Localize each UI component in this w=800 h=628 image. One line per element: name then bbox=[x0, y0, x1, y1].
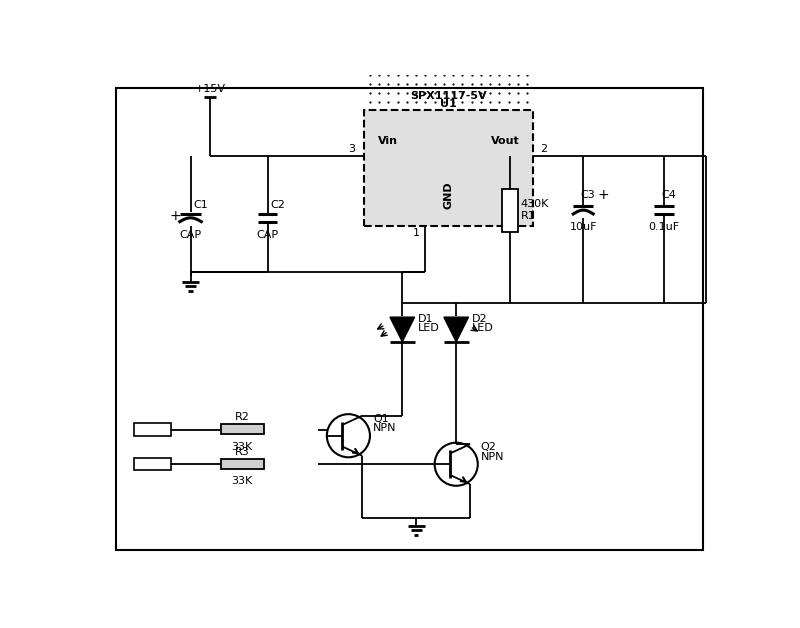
Text: Q1: Q1 bbox=[373, 414, 389, 424]
Text: GreOn: GreOn bbox=[135, 459, 169, 469]
Text: R1: R1 bbox=[521, 211, 536, 221]
Text: LED: LED bbox=[418, 323, 439, 333]
Text: LED: LED bbox=[472, 323, 494, 333]
Text: U1: U1 bbox=[440, 99, 457, 109]
Text: D2: D2 bbox=[472, 313, 487, 323]
Text: Q2: Q2 bbox=[481, 442, 497, 452]
Text: Vin: Vin bbox=[378, 136, 398, 146]
Polygon shape bbox=[390, 317, 414, 342]
Bar bbox=[222, 459, 264, 469]
Text: 33K: 33K bbox=[231, 441, 253, 452]
Text: +: + bbox=[597, 188, 609, 202]
Text: SPX1117-5V: SPX1117-5V bbox=[410, 91, 487, 101]
Text: Vout: Vout bbox=[490, 136, 519, 146]
Bar bbox=[222, 424, 264, 434]
Text: 0.1uF: 0.1uF bbox=[649, 222, 680, 232]
Bar bbox=[502, 188, 518, 232]
Text: +: + bbox=[170, 208, 181, 222]
Text: GND: GND bbox=[443, 181, 454, 208]
Text: D1: D1 bbox=[418, 313, 434, 323]
Text: 10uF: 10uF bbox=[570, 222, 597, 232]
Text: RedOn: RedOn bbox=[134, 425, 170, 435]
Bar bbox=[364, 110, 534, 225]
Text: 3: 3 bbox=[348, 144, 355, 153]
Text: R3: R3 bbox=[234, 447, 250, 457]
Bar bbox=[134, 423, 170, 436]
Text: 33K: 33K bbox=[231, 476, 253, 486]
Text: 430K: 430K bbox=[521, 199, 550, 209]
Text: 2: 2 bbox=[541, 144, 547, 153]
Text: +15V: +15V bbox=[194, 84, 226, 94]
Text: 1: 1 bbox=[413, 228, 420, 238]
Text: C4: C4 bbox=[661, 190, 676, 200]
Text: C3: C3 bbox=[580, 190, 595, 200]
Text: C1: C1 bbox=[194, 200, 208, 210]
Text: NPN: NPN bbox=[481, 452, 504, 462]
Text: CAP: CAP bbox=[179, 230, 202, 240]
Bar bbox=[134, 458, 170, 470]
Text: NPN: NPN bbox=[373, 423, 397, 433]
Text: C2: C2 bbox=[270, 200, 286, 210]
Text: CAP: CAP bbox=[257, 230, 278, 240]
Polygon shape bbox=[444, 317, 469, 342]
Text: R2: R2 bbox=[234, 412, 250, 422]
